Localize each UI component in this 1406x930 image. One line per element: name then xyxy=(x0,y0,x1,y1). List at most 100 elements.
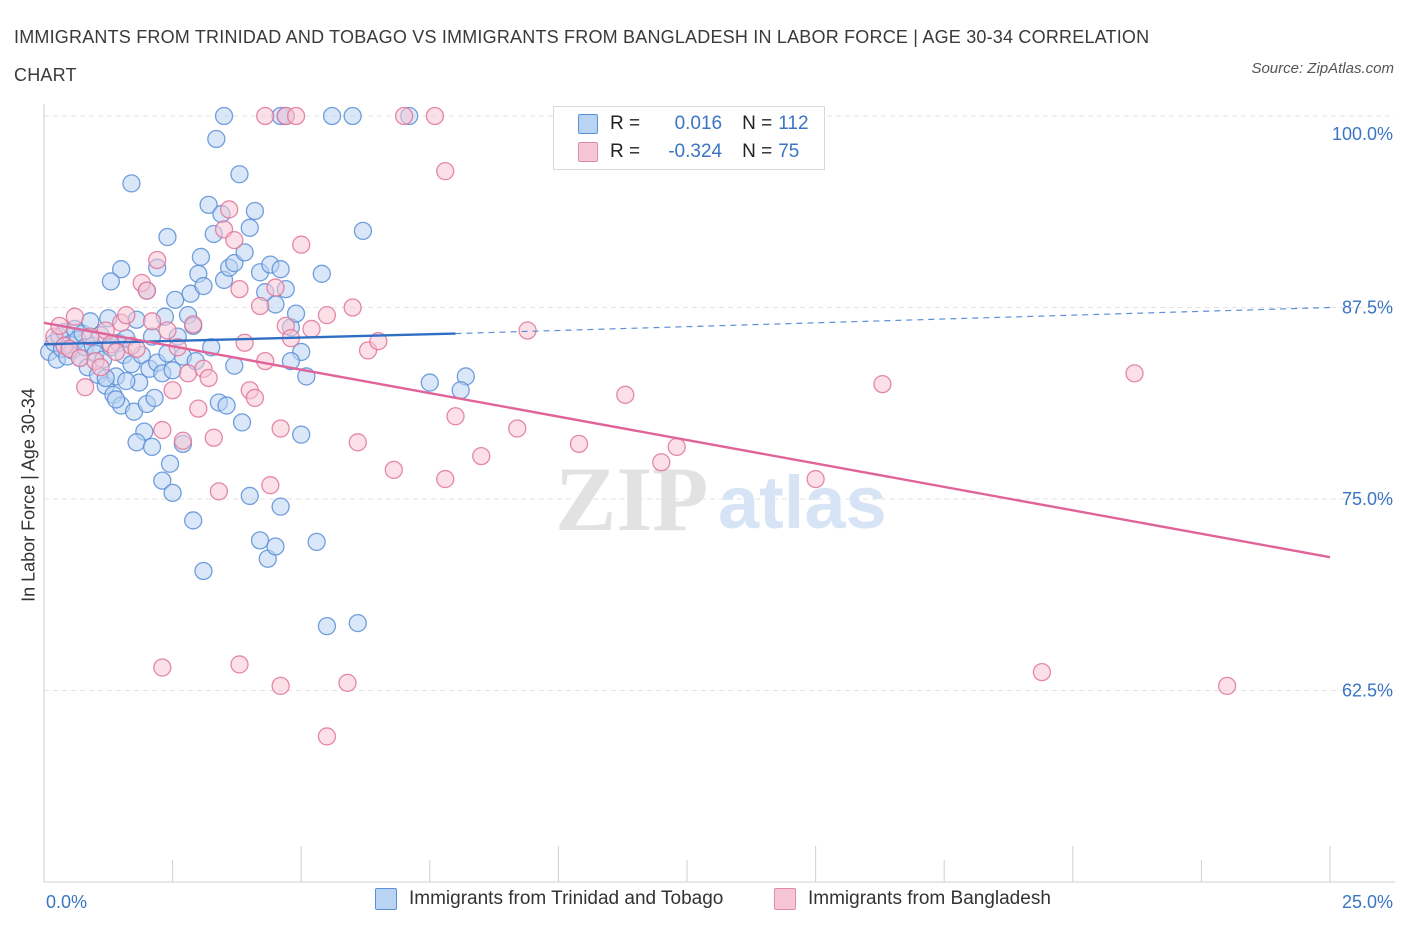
point-bangladesh xyxy=(369,332,388,351)
point-bangladesh xyxy=(436,162,455,181)
point-bangladesh xyxy=(806,469,825,489)
point-bangladesh xyxy=(384,460,403,480)
series-legend: Immigrants from Trinidad and Tobago Immi… xyxy=(0,888,1406,916)
point-bangladesh xyxy=(189,399,208,418)
point-trinidad xyxy=(158,227,177,247)
point-trinidad xyxy=(245,201,265,221)
point-trinidad xyxy=(420,373,439,392)
point-bangladesh xyxy=(652,453,671,472)
point-trinidad xyxy=(281,351,301,371)
point-bangladesh xyxy=(1217,676,1237,696)
point-trinidad xyxy=(266,295,285,314)
point-bangladesh xyxy=(616,385,635,404)
point-trinidad xyxy=(286,304,306,323)
legend-r-label: R = xyxy=(610,113,641,134)
point-bangladesh xyxy=(348,433,367,452)
point-bangladesh xyxy=(317,727,337,746)
point-bangladesh xyxy=(338,673,357,692)
legend-n-label: N = xyxy=(742,141,773,162)
point-bangladesh xyxy=(173,431,193,450)
point-trinidad xyxy=(184,511,203,530)
point-trinidad xyxy=(343,106,362,126)
x-tick-label-max: 25.0% xyxy=(1342,892,1393,912)
point-trinidad xyxy=(451,381,470,400)
point-trinidad xyxy=(191,247,211,267)
axes xyxy=(43,104,1395,883)
point-bangladesh xyxy=(235,333,254,352)
point-trinidad xyxy=(117,371,136,391)
legend-swatch-trinidad xyxy=(578,114,598,134)
point-bangladesh xyxy=(1125,364,1144,383)
point-bangladesh xyxy=(343,298,362,317)
point-trinidad xyxy=(240,486,259,506)
point-trinidad xyxy=(166,290,185,309)
point-trinidad xyxy=(312,264,331,283)
point-bangladesh xyxy=(163,381,182,400)
watermark-zip: ZIP xyxy=(555,448,708,550)
series-legend-bangladesh: Immigrants from Bangladesh xyxy=(774,888,1051,910)
point-trinidad xyxy=(127,433,146,452)
point-trinidad xyxy=(266,537,285,556)
data-points xyxy=(39,106,1237,746)
point-trinidad xyxy=(160,454,180,473)
point-bangladesh xyxy=(137,281,157,300)
legend-n-value: 75 xyxy=(778,141,800,162)
point-bangladesh xyxy=(106,342,126,362)
point-bangladesh xyxy=(518,321,537,340)
series-swatch-bangladesh xyxy=(774,888,796,910)
trend-lines xyxy=(43,306,1331,559)
point-trinidad xyxy=(322,106,342,126)
point-bangladesh xyxy=(245,388,265,408)
point-trinidad xyxy=(235,243,254,262)
y-tick-label: 62.5% xyxy=(1342,681,1393,701)
point-bangladesh xyxy=(76,378,95,397)
point-trinidad xyxy=(153,471,172,490)
legend-n-label: N = xyxy=(742,113,773,134)
point-bangladesh xyxy=(184,315,203,334)
legend-n-value: 112 xyxy=(778,113,809,134)
point-trinidad xyxy=(194,561,213,581)
point-bangladesh xyxy=(65,307,85,326)
point-trinidad xyxy=(112,260,131,279)
point-trinidad xyxy=(348,613,367,633)
source-credit: Source: ZipAtlas.com xyxy=(1251,60,1394,77)
point-bangladesh xyxy=(425,106,445,126)
point-bangladesh xyxy=(261,476,280,495)
point-bangladesh xyxy=(292,235,311,254)
point-bangladesh xyxy=(436,469,455,489)
point-bangladesh xyxy=(158,321,177,340)
point-bangladesh xyxy=(153,420,172,440)
point-bangladesh xyxy=(446,407,465,426)
point-bangladesh xyxy=(667,437,686,457)
point-bangladesh xyxy=(148,250,167,270)
trend-line-bangladesh xyxy=(43,321,1331,559)
legend-r-value: 0.016 xyxy=(674,113,723,134)
point-trinidad xyxy=(292,425,311,444)
watermark-atlas: atlas xyxy=(718,461,887,544)
point-bangladesh xyxy=(117,306,136,325)
point-bangladesh xyxy=(873,374,892,394)
point-bangladesh xyxy=(394,106,414,126)
point-bangladesh xyxy=(1032,662,1052,682)
legend-r-value: -0.324 xyxy=(668,141,723,162)
point-trinidad xyxy=(317,617,337,636)
series-name-trinidad: Immigrants from Trinidad and Tobago xyxy=(409,888,724,909)
point-trinidad xyxy=(145,388,164,408)
point-trinidad xyxy=(199,195,218,215)
y-tick-label: 87.5% xyxy=(1342,298,1393,318)
point-bangladesh xyxy=(204,428,223,447)
point-bangladesh xyxy=(286,106,306,126)
point-bangladesh xyxy=(91,358,110,377)
series-legend-trinidad: Immigrants from Trinidad and Tobago xyxy=(375,888,723,910)
point-trinidad xyxy=(307,532,326,552)
point-bangladesh xyxy=(266,278,285,297)
point-bangladesh xyxy=(256,106,275,126)
point-bangladesh xyxy=(271,419,290,438)
point-bangladesh xyxy=(220,200,239,219)
point-bangladesh xyxy=(225,230,244,250)
point-bangladesh xyxy=(153,658,172,677)
trend-line-trinidad-extrapolated xyxy=(455,306,1331,335)
x-tick-label-min: 0.0% xyxy=(46,892,87,912)
point-trinidad xyxy=(250,531,270,550)
